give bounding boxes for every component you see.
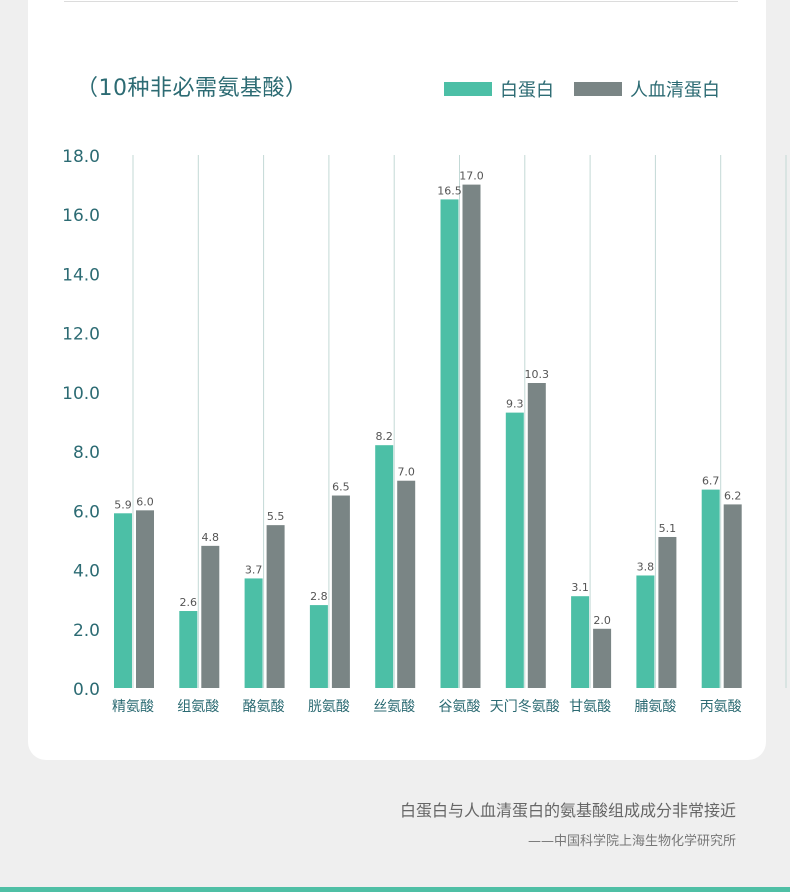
data-label: 17.0: [459, 170, 484, 183]
data-label: 10.3: [525, 368, 550, 381]
y-tick-label: 2.0: [73, 621, 100, 641]
x-tick-label: 丝氨酸: [373, 699, 415, 715]
bar-human-serum-albumin: [593, 628, 612, 688]
bar-human-serum-albumin: [331, 495, 350, 688]
data-label: 6.2: [724, 489, 742, 502]
x-tick-label: 脯氨酸: [634, 699, 676, 715]
data-label: 6.5: [332, 481, 350, 494]
data-label: 2.6: [180, 596, 198, 609]
data-label: 3.1: [571, 581, 589, 594]
y-tick-label: 12.0: [62, 325, 100, 345]
data-label: 3.8: [637, 560, 655, 573]
data-label: 8.2: [375, 430, 393, 443]
x-tick-label: 甘氨酸: [569, 699, 611, 715]
data-label: 5.5: [267, 510, 285, 523]
bar-albumin: [179, 611, 198, 688]
legend-label-human-serum-albumin: 人血清蛋白: [630, 80, 720, 101]
legend-swatch-albumin: [444, 82, 492, 96]
bar-albumin: [244, 578, 263, 688]
data-label: 6.0: [136, 495, 154, 508]
bar-human-serum-albumin: [266, 525, 285, 688]
bar-human-serum-albumin: [658, 536, 677, 688]
data-label: 7.0: [397, 466, 415, 479]
data-label: 5.9: [114, 498, 132, 511]
bar-albumin: [114, 513, 132, 688]
y-tick-label: 6.0: [73, 502, 100, 522]
legend-label-albumin: 白蛋白: [500, 80, 554, 101]
bar-albumin: [636, 575, 655, 688]
bar-human-serum-albumin: [201, 545, 220, 688]
data-label: 16.5: [437, 184, 462, 197]
chart-title: （10种非必需氨基酸）: [76, 76, 308, 101]
bar-human-serum-albumin: [527, 383, 546, 688]
y-tick-label: 10.0: [62, 384, 100, 404]
y-tick-label: 18.0: [62, 147, 100, 167]
x-tick-label: 精氨酸: [112, 699, 154, 715]
footer-source: ——中国科学院上海生物化学研究所: [527, 834, 736, 849]
bar-albumin: [701, 489, 720, 688]
y-tick-label: 16.0: [62, 206, 100, 226]
data-label: 4.8: [202, 531, 220, 544]
bottom-accent-bar: [0, 887, 790, 892]
x-tick-label: 谷氨酸: [439, 699, 481, 715]
bar-albumin: [375, 445, 394, 688]
data-label: 3.7: [245, 563, 263, 576]
x-tick-label: 丙氨酸: [700, 699, 742, 715]
y-tick-label: 8.0: [73, 443, 100, 463]
bar-albumin: [309, 605, 328, 688]
bar-human-serum-albumin: [397, 480, 416, 688]
bar-albumin: [505, 412, 524, 688]
data-label: 2.8: [310, 590, 328, 603]
x-tick-label: 组氨酸: [177, 699, 219, 715]
bar-albumin: [440, 199, 459, 688]
x-tick-label: 天门冬氨酸: [490, 699, 560, 715]
bar-human-serum-albumin: [462, 184, 481, 688]
x-tick-label: 酪氨酸: [243, 699, 285, 715]
bar-chart: 0.0 2.0 4.0 6.0 8.0 10.0 12.0 14.0 16.0 18.0 5.9 6.…: [62, 147, 787, 715]
footer-quote: 白蛋白与人血清蛋白的氨基酸组成成分非常接近: [399, 801, 736, 820]
data-label: 2.0: [593, 614, 611, 627]
bar-human-serum-albumin: [136, 510, 154, 688]
legend-item-human-serum-albumin: 人血清蛋白: [574, 76, 720, 102]
top-divider: [64, 1, 738, 2]
x-tick-label: 胱氨酸: [308, 699, 350, 715]
chart-legend: 白蛋白 人血清蛋白: [444, 76, 720, 102]
y-tick-label: 4.0: [73, 562, 100, 582]
bar-albumin: [571, 596, 590, 688]
data-label: 6.7: [702, 475, 720, 488]
data-label: 5.1: [659, 522, 677, 535]
legend-item-albumin: 白蛋白: [444, 76, 554, 102]
y-tick-label: 0.0: [73, 680, 100, 700]
data-label: 9.3: [506, 398, 524, 411]
legend-swatch-human-serum-albumin: [574, 82, 622, 96]
y-tick-label: 14.0: [62, 265, 100, 285]
bar-human-serum-albumin: [723, 504, 742, 688]
